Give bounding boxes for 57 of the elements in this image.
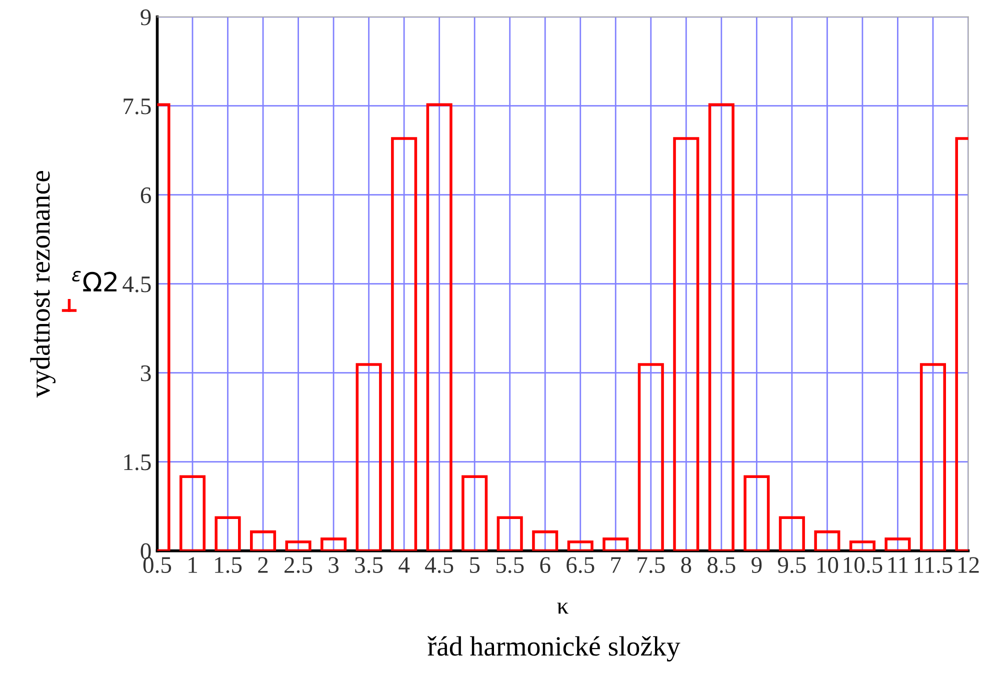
- x-axis-title: κ: [557, 602, 568, 614]
- bar: [532, 530, 558, 551]
- bar: [638, 363, 664, 551]
- x-tick-label: 12: [958, 557, 979, 573]
- x-tick-label: 9.5: [778, 557, 806, 574]
- y-tick-label: 0: [140, 543, 151, 560]
- y-tick-label: 1.5: [124, 454, 151, 470]
- bar: [250, 530, 276, 551]
- x-tick-label: 7: [611, 557, 621, 573]
- x-tick-label: 10: [817, 557, 838, 573]
- x-tick-label: 11: [888, 557, 908, 573]
- bar: [426, 103, 452, 551]
- y-axis-title: vydatnost rezonance: [30, 171, 56, 398]
- x-tick-label: 1: [188, 557, 197, 573]
- bar: [602, 538, 629, 551]
- bar: [214, 516, 241, 551]
- x-tick-label: 4.5: [425, 557, 454, 574]
- bar: [462, 475, 488, 551]
- y-tick-label: 6: [140, 187, 151, 204]
- bar: [496, 516, 523, 551]
- x-tick-label: 1.5: [215, 557, 242, 574]
- bar: [673, 137, 700, 551]
- bar: [849, 540, 876, 551]
- x-tick-label: 4: [398, 557, 410, 573]
- y-tick-label: 4.5: [122, 276, 151, 292]
- y-tick-label: 3: [141, 365, 151, 382]
- bar: [778, 516, 805, 551]
- bar: [708, 103, 734, 551]
- bar: [920, 363, 946, 551]
- x-tick-label: 8.5: [708, 557, 736, 574]
- bar: [285, 540, 312, 551]
- x-tick-label: 2: [258, 557, 268, 573]
- x-tick-label: 3.5: [355, 557, 383, 574]
- x-tick-label: 7.5: [638, 557, 665, 574]
- x-tick-label: 6.5: [566, 557, 594, 574]
- y-tick-label: 7.5: [124, 98, 151, 114]
- x-tick-label: 5.5: [496, 557, 524, 574]
- bar: [356, 363, 382, 551]
- bar: [179, 475, 206, 551]
- x-tick-label: 8: [681, 557, 692, 573]
- x-tick-label: 6: [540, 557, 550, 573]
- bar: [814, 530, 840, 551]
- x-tick-label: 2.5: [284, 557, 312, 574]
- x-tick-label: 5: [470, 557, 480, 573]
- x-tick-label: 0.5: [143, 557, 172, 574]
- x-tick-label: 10.5: [844, 557, 882, 574]
- text: řád harmonické složky: [428, 636, 680, 662]
- series-label: $^{ε}$Ω2: [72, 270, 116, 292]
- bar: [391, 137, 418, 551]
- y-tick-label: 9: [140, 9, 151, 26]
- bar: [744, 475, 770, 551]
- x-tick-label: 9: [752, 557, 762, 573]
- bar: [567, 540, 594, 551]
- x-tick-label: 11.5: [914, 557, 952, 574]
- bar: [320, 538, 347, 551]
- bar: [884, 538, 911, 551]
- x-tick-label: 3: [328, 557, 339, 573]
